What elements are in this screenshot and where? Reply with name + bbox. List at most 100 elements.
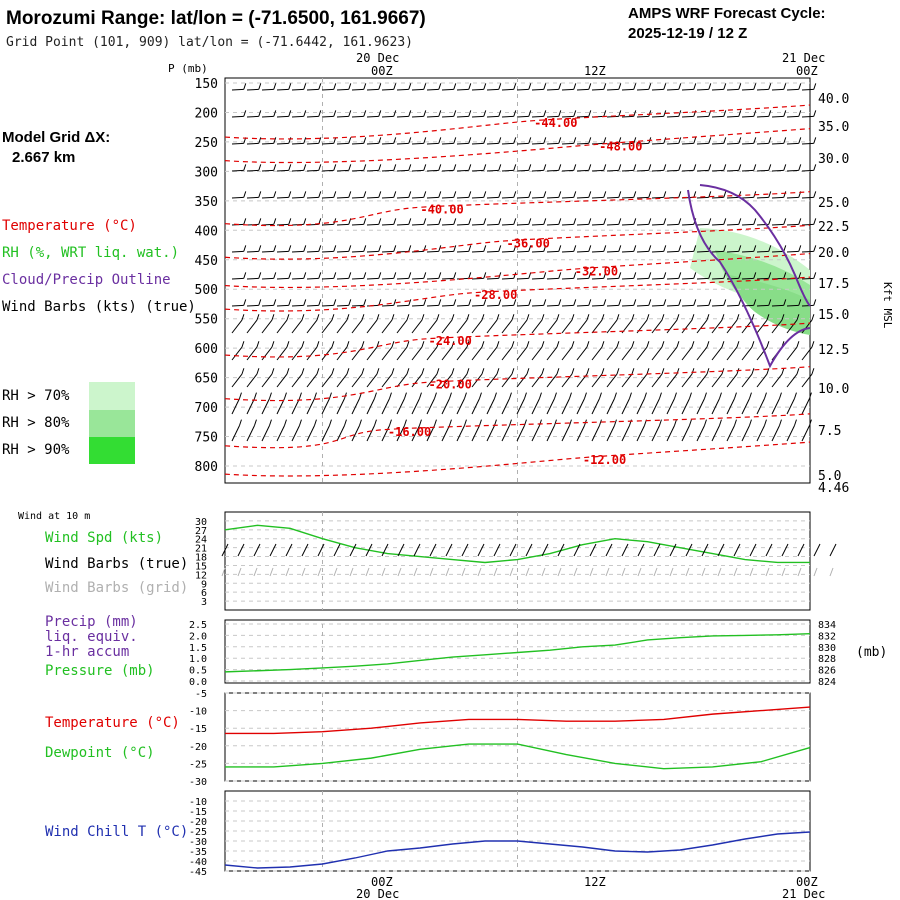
surface-wind-barb xyxy=(813,543,821,557)
panel-tick-label: -20 xyxy=(189,742,207,753)
wind-barb xyxy=(561,88,574,91)
wind-barb-flag xyxy=(721,314,725,321)
wind-barb xyxy=(621,142,634,145)
surface-wind-barb xyxy=(829,543,837,557)
kft-axis-label: Kft MSL xyxy=(881,282,894,329)
wind-barb-flag xyxy=(363,164,367,171)
wind-barb xyxy=(561,169,574,172)
wind-barb-flag xyxy=(408,83,412,90)
wind-barb-flag xyxy=(363,83,367,90)
wind-barb xyxy=(396,277,409,280)
panel-tick-label: 15 xyxy=(195,561,207,572)
wind-barb-flag xyxy=(723,218,727,225)
wind-barb-flag xyxy=(271,368,275,375)
panel-tick-label: -30 xyxy=(189,837,207,848)
height-ticks: 40.0 35.0 30.0 25.0 22.5 20.0 17.5 15.0 12.5 10.0… xyxy=(818,92,849,496)
wind-barb xyxy=(381,115,394,118)
wind-barb xyxy=(786,373,798,388)
wind-barb-flag xyxy=(558,191,562,198)
wind-barb-flag xyxy=(453,245,457,252)
wind-barb xyxy=(621,425,630,442)
wind-barb xyxy=(471,115,484,118)
wind-barb-flag xyxy=(783,272,787,279)
surface-grid-barb xyxy=(237,567,242,577)
wind-barb xyxy=(456,142,469,145)
wind-barb xyxy=(336,346,348,361)
wind-barb-flag xyxy=(751,314,755,321)
wind-barb-flag xyxy=(331,314,335,321)
wind-barb-flag xyxy=(268,419,272,426)
height-tick-label: 10.0 xyxy=(818,382,849,397)
wind-barb xyxy=(231,304,244,307)
bottom-tick-00z-2: 00Z xyxy=(796,875,818,889)
wind-barb xyxy=(396,223,409,226)
wind-barb xyxy=(726,398,735,415)
wind-barb xyxy=(771,304,784,307)
wind-barb-flag xyxy=(723,245,727,252)
wind-barb-flag xyxy=(588,110,592,117)
wind-barb-flag xyxy=(748,419,752,426)
panel-tick-label: 1.5 xyxy=(189,643,207,654)
wind-barb-flag xyxy=(466,341,470,348)
wind-barb xyxy=(531,373,543,388)
surface-wind-barb xyxy=(349,543,357,557)
wind-barb-flag xyxy=(568,392,572,399)
wind-barb-flag xyxy=(333,83,337,90)
wind-barb-flag xyxy=(528,137,532,144)
wind-barb xyxy=(321,373,333,388)
wind-barb-flag xyxy=(238,392,242,399)
wind-barb xyxy=(426,304,439,307)
wind-barb-flag xyxy=(783,245,787,252)
wind-barb-flag xyxy=(646,341,650,348)
wind-barb-flag xyxy=(513,164,517,171)
wind-barb xyxy=(276,169,289,172)
wind-barb-flag xyxy=(273,83,277,90)
wind-barb xyxy=(291,142,304,145)
wind-barb-flag xyxy=(526,368,530,375)
wind-barb-flag xyxy=(618,272,622,279)
wind-barb-flag xyxy=(646,368,650,375)
pressure-label: Pressure (mb) xyxy=(45,663,155,679)
wind-barb-flag xyxy=(378,137,382,144)
wind-barb xyxy=(426,277,439,280)
wind-barb xyxy=(501,277,514,280)
wind-barb-flag xyxy=(483,245,487,252)
wind-barb xyxy=(696,88,709,91)
wind-barb xyxy=(696,196,709,199)
wind-barb xyxy=(441,223,454,226)
wind-barb xyxy=(501,304,514,307)
wind-barb-flag xyxy=(723,83,727,90)
wind-barb-flag xyxy=(453,110,457,117)
wind-barb xyxy=(561,425,570,442)
panel-tick-label: -40 xyxy=(189,857,207,868)
surface-wind-barb xyxy=(733,543,741,557)
wind-barb-flag xyxy=(348,83,352,90)
wind-barb xyxy=(231,169,244,172)
wind-barb-flag xyxy=(678,110,682,117)
wind-barb xyxy=(456,304,469,307)
wind-barb xyxy=(501,425,510,442)
cycle-value: 2025-12-19 / 12 Z xyxy=(628,25,747,42)
legend-wind: Wind Barbs (kts) (true) xyxy=(2,299,196,315)
wind-barb-flag xyxy=(678,218,682,225)
wind-barb-flag xyxy=(498,299,502,306)
wind-barb xyxy=(696,142,709,145)
wind-barb xyxy=(726,88,739,91)
wind-barb-flag xyxy=(678,137,682,144)
wind-barb xyxy=(231,115,244,118)
wind-barb xyxy=(396,346,408,361)
wind-barb-flag xyxy=(376,341,380,348)
wind-barb xyxy=(441,169,454,172)
wind-barb-flag xyxy=(378,272,382,279)
wind-barb-flag xyxy=(393,137,397,144)
wind-barb xyxy=(291,425,300,442)
surface-grid-barb xyxy=(285,567,290,577)
wind-barb xyxy=(456,196,469,199)
wind-barb-flag xyxy=(408,245,412,252)
surface-wind-barb xyxy=(429,543,437,557)
wind-barb xyxy=(531,115,544,118)
temperature-contour xyxy=(224,252,811,289)
wind-barb-flag xyxy=(768,110,772,117)
pressure-tick-label: 150 xyxy=(195,77,218,92)
